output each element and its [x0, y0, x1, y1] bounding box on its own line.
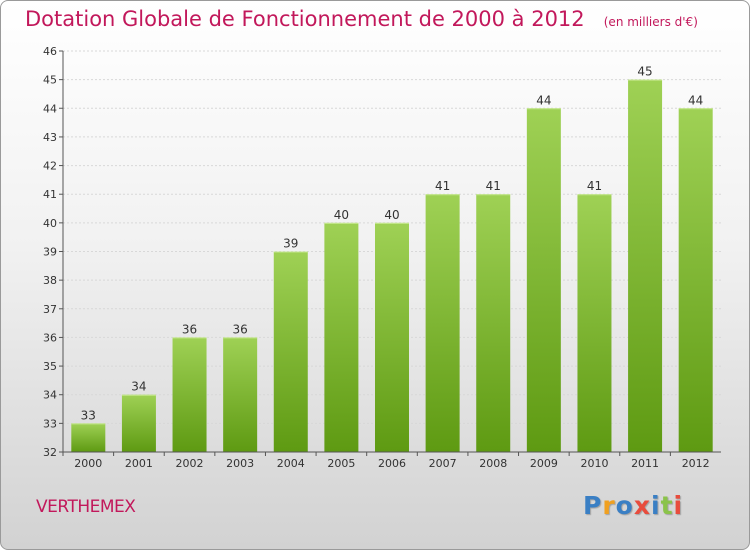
data-label: 40: [384, 208, 399, 222]
bar: [223, 337, 258, 452]
x-tick-label: 2009: [530, 457, 558, 470]
bar: [375, 222, 409, 452]
bar: [425, 194, 460, 452]
bar: [577, 194, 612, 452]
y-tick-label: 44: [43, 102, 57, 115]
y-tick-label: 32: [43, 446, 57, 459]
x-tick-label: 2010: [580, 457, 608, 470]
data-label: 36: [233, 322, 248, 336]
y-tick-label: 33: [43, 417, 57, 430]
x-tick-label: 2012: [682, 457, 710, 470]
data-label: 44: [688, 93, 703, 107]
x-tick-label: 2001: [125, 457, 153, 470]
logo-letter: r: [602, 491, 616, 520]
y-tick-label: 40: [43, 217, 57, 230]
x-tick-label: 2008: [479, 457, 507, 470]
data-label: 39: [283, 237, 298, 251]
data-label: 41: [435, 179, 450, 193]
bar: [628, 79, 663, 453]
x-tick-label: 2002: [176, 457, 204, 470]
bar: [172, 337, 207, 452]
logo-letter: i: [651, 491, 661, 520]
data-label: 34: [131, 380, 146, 394]
chart-subtitle: (en milliers d'€): [603, 15, 698, 29]
data-label: 41: [486, 179, 501, 193]
bar: [476, 194, 511, 452]
y-tick-label: 38: [43, 274, 57, 287]
bar: [121, 394, 156, 452]
x-tick-label: 2006: [378, 457, 406, 470]
y-tick-label: 46: [43, 45, 57, 58]
bars: 33 34 36 36 39 40 40 41 41 44 41 45 44: [71, 65, 713, 453]
logo-letter: t: [660, 491, 674, 520]
proxiti-logo[interactable]: Proxiti: [583, 491, 683, 520]
x-axis: 2000 2001 2002 2003 2004 2005 2006 2007 2008 2009…: [62, 451, 721, 470]
x-tick-label: 2007: [429, 457, 457, 470]
y-tick-label: 35: [43, 360, 57, 373]
data-label: 41: [587, 179, 602, 193]
y-tick-label: 36: [43, 331, 57, 344]
x-tick-label: 2003: [226, 457, 254, 470]
x-tick-label: 2005: [327, 457, 355, 470]
bar: [678, 108, 713, 453]
y-tick-label: 34: [43, 389, 57, 402]
logo-letter: o: [615, 491, 634, 520]
y-tick-label: 37: [43, 303, 57, 316]
data-label: 36: [182, 322, 197, 336]
bar: [71, 423, 106, 452]
y-tick-label: 43: [43, 131, 57, 144]
data-label: 33: [81, 408, 96, 422]
data-label: 44: [536, 93, 551, 107]
y-axis: 32 33 34 35 36 37 38 39 40 41 42 43 44 45 46: [43, 45, 64, 459]
y-tick-label: 45: [43, 74, 57, 87]
data-label: 40: [334, 208, 349, 222]
logo-letter: i: [673, 491, 684, 520]
x-tick-label: 2000: [74, 457, 102, 470]
x-tick-label: 2011: [631, 457, 659, 470]
y-tick-label: 42: [43, 160, 57, 173]
x-tick-label: 2004: [277, 457, 305, 470]
bar: [324, 222, 359, 452]
bar: [273, 251, 308, 452]
logo-letter: x: [633, 491, 651, 520]
commune-name: VERTHEMEX: [36, 497, 136, 517]
y-tick-label: 39: [43, 246, 57, 259]
logo-letter: P: [583, 491, 603, 520]
title-row: Dotation Globale de Fonctionnement de 20…: [25, 7, 698, 31]
bar: [526, 108, 561, 453]
chart-title: Dotation Globale de Fonctionnement de 20…: [25, 7, 585, 31]
data-label: 45: [637, 65, 652, 79]
y-tick-label: 41: [43, 188, 57, 201]
